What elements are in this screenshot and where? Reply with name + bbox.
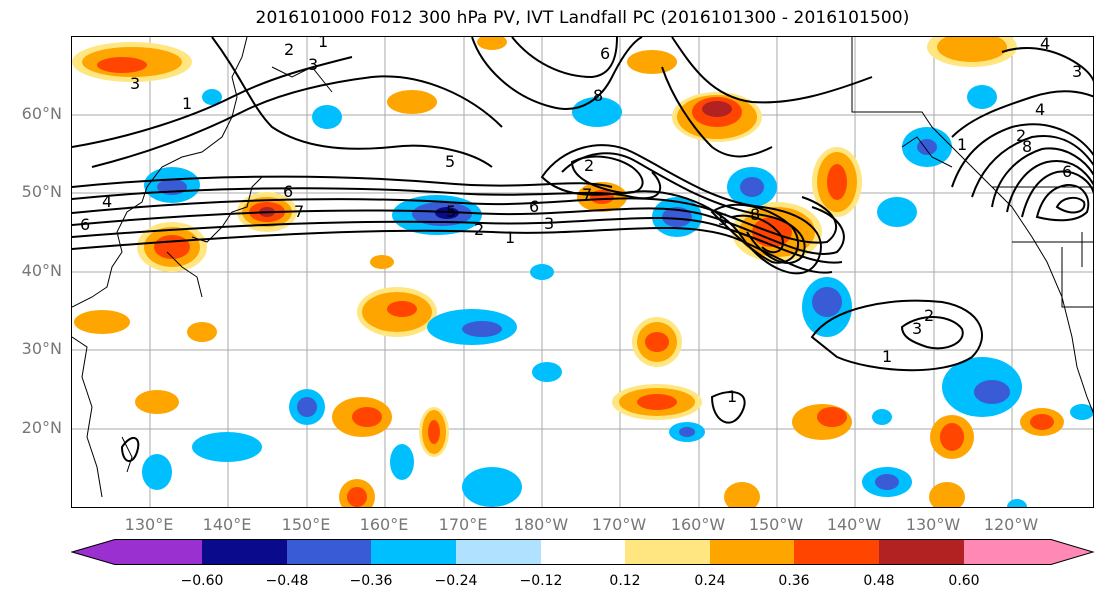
colorbar-tick-8: 0.48 xyxy=(863,573,895,589)
lat-label-50n: 50°N xyxy=(21,182,62,201)
svg-text:2: 2 xyxy=(284,40,294,59)
svg-text:3: 3 xyxy=(912,319,922,338)
svg-text:6: 6 xyxy=(1062,162,1072,181)
colorbar-tick-0: −0.60 xyxy=(180,573,224,589)
colorbar xyxy=(71,539,1095,565)
contour-labels: 2 3 1 6 8 3 1 4 6 6 7 5 5 2 1 3 6 7 2 5 … xyxy=(80,37,1082,406)
colorbar-seg-10 xyxy=(964,539,1051,565)
colorbar-seg-3 xyxy=(371,539,456,565)
svg-text:4: 4 xyxy=(102,192,112,211)
colorbar-tick-6: 0.24 xyxy=(694,573,726,589)
colorbar-seg-7 xyxy=(710,539,794,565)
svg-text:7: 7 xyxy=(294,202,304,221)
svg-text:8: 8 xyxy=(1022,137,1032,156)
lon-label-150w: 150°W xyxy=(748,515,804,534)
svg-text:6: 6 xyxy=(600,44,610,63)
svg-text:3: 3 xyxy=(1072,62,1082,81)
colorbar-tick-7: 0.36 xyxy=(778,573,810,589)
svg-text:7: 7 xyxy=(582,185,592,204)
lon-label-140w: 140°W xyxy=(826,515,882,534)
lon-label-180w: 180°W xyxy=(513,515,569,534)
colorbar-seg-0 xyxy=(71,539,115,565)
colorbar-seg-8 xyxy=(794,539,879,565)
svg-text:1: 1 xyxy=(182,94,192,113)
lon-label-160e: 160°E xyxy=(359,515,409,534)
lat-label-40n: 40°N xyxy=(21,261,62,280)
svg-text:5: 5 xyxy=(445,152,455,171)
svg-text:3: 3 xyxy=(130,74,140,93)
colorbar-tick-2: −0.36 xyxy=(349,573,393,589)
lon-label-120w: 120°W xyxy=(983,515,1039,534)
coastlines xyxy=(72,37,1093,498)
svg-text:6: 6 xyxy=(529,197,539,216)
lon-label-160w: 160°W xyxy=(670,515,726,534)
svg-text:3: 3 xyxy=(308,55,318,74)
lon-label-150e: 150°E xyxy=(281,515,331,534)
map-title: 2016101000 F012 300 hPa PV, IVT Landfall… xyxy=(255,8,910,28)
lon-label-140e: 140°E xyxy=(202,515,252,534)
svg-text:1: 1 xyxy=(505,228,515,247)
svg-text:8: 8 xyxy=(593,86,603,105)
colorbar-seg-4 xyxy=(456,539,541,565)
lat-label-60n: 60°N xyxy=(21,104,62,123)
map-panel: 2 3 1 6 8 3 1 4 6 6 7 5 5 2 1 3 6 7 2 5 … xyxy=(71,36,1094,508)
colorbar-seg-10b xyxy=(1051,539,1093,565)
svg-text:1: 1 xyxy=(727,387,737,406)
colorbar-tick-3: −0.24 xyxy=(434,573,478,589)
svg-text:2: 2 xyxy=(1016,126,1026,145)
svg-text:5: 5 xyxy=(446,202,456,221)
map-canvas: 2 3 1 6 8 3 1 4 6 6 7 5 5 2 1 3 6 7 2 5 … xyxy=(72,37,1093,507)
colorbar-seg-2 xyxy=(287,539,371,565)
colorbar-seg-6 xyxy=(625,539,710,565)
colorbar-tick-9: 0.60 xyxy=(948,573,980,589)
colorbar-seg-0b xyxy=(115,539,202,565)
colorbar-tick-4: −0.12 xyxy=(519,573,563,589)
svg-text:4: 4 xyxy=(1035,100,1045,119)
lat-label-20n: 20°N xyxy=(21,418,62,437)
pv-contours xyxy=(72,37,1093,462)
colorbar-seg-1 xyxy=(202,539,287,565)
svg-text:1: 1 xyxy=(318,37,328,51)
colorbar-seg-5 xyxy=(541,539,625,565)
svg-text:5: 5 xyxy=(718,210,728,229)
lon-label-170e: 170°E xyxy=(438,515,488,534)
svg-text:1: 1 xyxy=(957,135,967,154)
lon-label-130w: 130°W xyxy=(905,515,961,534)
colorbar-seg-9 xyxy=(879,539,964,565)
svg-text:3: 3 xyxy=(544,214,554,233)
lat-label-30n: 30°N xyxy=(21,339,62,358)
colorbar-tick-1: −0.48 xyxy=(265,573,309,589)
lon-label-170w: 170°W xyxy=(591,515,647,534)
svg-text:6: 6 xyxy=(283,182,293,201)
svg-text:4: 4 xyxy=(1040,37,1050,53)
negative-anomalies xyxy=(142,85,1093,507)
svg-text:2: 2 xyxy=(474,220,484,239)
svg-text:2: 2 xyxy=(584,156,594,175)
svg-text:6: 6 xyxy=(80,215,90,234)
svg-text:1: 1 xyxy=(882,347,892,366)
svg-text:8: 8 xyxy=(750,205,760,224)
colorbar-tick-5: 0.12 xyxy=(609,573,641,589)
svg-text:2: 2 xyxy=(924,306,934,325)
lon-label-130e: 130°E xyxy=(124,515,174,534)
